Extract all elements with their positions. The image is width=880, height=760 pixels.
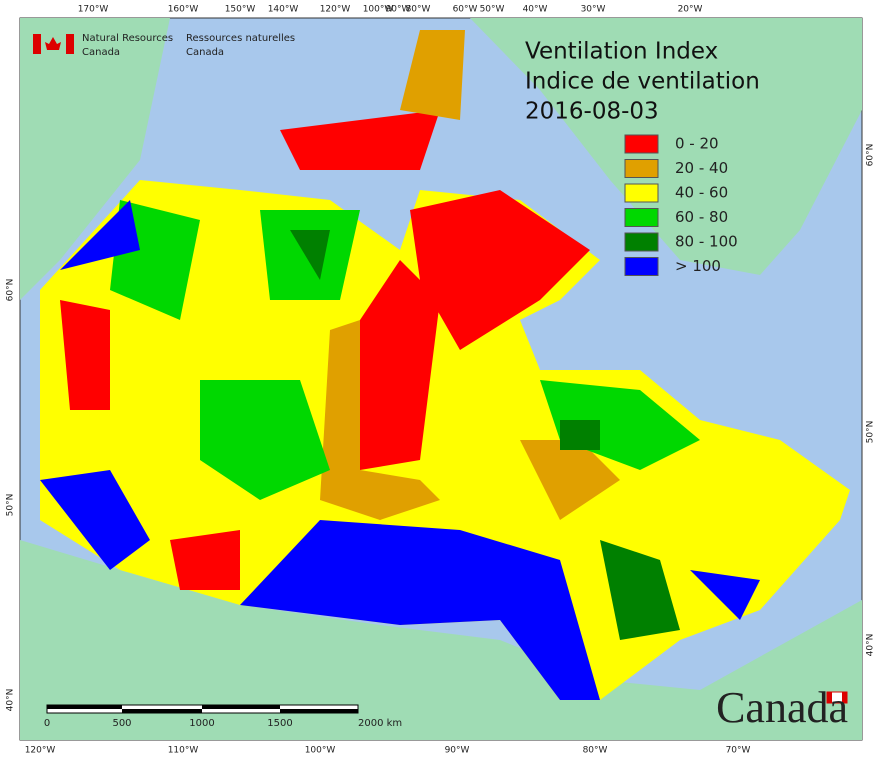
graticule-bottom: 90°W	[445, 746, 470, 756]
agency-fr: Canada	[186, 47, 224, 58]
title-line: 2016-08-03	[525, 99, 659, 125]
graticule-top: 20°W	[678, 5, 703, 15]
graticule-top: 140°W	[268, 5, 299, 15]
graticule-bottom: 70°W	[726, 746, 751, 756]
title-line: Ventilation Index	[525, 39, 718, 65]
scale-label: 2000 km	[358, 718, 402, 729]
graticule-top: 60°W	[453, 5, 478, 15]
title-line: Indice de ventilation	[525, 69, 760, 95]
legend-swatch	[624, 257, 659, 276]
scale-seg	[122, 709, 202, 713]
graticule-top: 150°W	[225, 5, 256, 15]
flag-bar	[842, 692, 847, 703]
legend: 0 - 20 20 - 40 40 - 60 60 - 80 80 - 100 > 100	[624, 134, 738, 276]
graticule-bottom: 120°W	[25, 746, 56, 756]
alaska	[20, 18, 170, 300]
scale-label: 0	[44, 718, 50, 729]
graticule-bottom: 80°W	[583, 746, 608, 756]
header	[33, 34, 74, 54]
graticule-top: 100°W	[363, 5, 394, 15]
map	[19, 17, 863, 741]
legend-swatch	[624, 183, 659, 203]
scale-label: 1500	[267, 718, 292, 729]
flag-bar	[66, 34, 74, 54]
zone-over-100	[40, 200, 760, 700]
agency-en: Natural Resources	[82, 33, 173, 44]
agency-en: Canada	[82, 47, 120, 58]
scale-seg	[47, 705, 122, 709]
west-0-20	[60, 300, 240, 590]
scale-seg	[202, 705, 280, 709]
legend-label: 20 - 40	[675, 159, 728, 177]
graticule-top: 80°W	[406, 5, 431, 15]
graticule-top: 40°W	[523, 5, 548, 15]
agency-fr: Ressources naturelles	[186, 33, 295, 44]
graticule-top: 160°W	[168, 5, 199, 15]
graticule-right: 60°N	[866, 144, 876, 167]
flag-bar	[827, 692, 832, 703]
graticule-left: 60°N	[6, 279, 16, 302]
legend-swatch	[624, 134, 659, 154]
arctic-0-20	[280, 110, 590, 470]
scale-label: 500	[112, 718, 131, 729]
scale-label: 1000	[189, 718, 214, 729]
graticule-top: 90°W	[386, 5, 411, 15]
legend-label: 0 - 20	[675, 135, 719, 153]
wordmark-flag	[826, 691, 848, 704]
graticule-right: 40°N	[866, 634, 876, 657]
graticule-right: 50°N	[866, 421, 876, 444]
usa	[20, 540, 862, 740]
flag-leaf	[45, 37, 61, 50]
graticule-left: 40°N	[6, 689, 16, 712]
legend-label: > 100	[675, 257, 721, 275]
legend-label: 60 - 80	[675, 208, 728, 226]
graticule-top: 30°W	[581, 5, 606, 15]
graticule-top: 170°W	[78, 5, 109, 15]
zone-20-40	[320, 30, 620, 520]
graticule-bottom: 110°W	[168, 746, 199, 756]
zone-80-100	[290, 230, 680, 640]
legend-swatch	[624, 232, 659, 252]
legend-swatch	[624, 159, 659, 178]
graticule-top: 120°W	[320, 5, 351, 15]
graticule-top: 50°W	[480, 5, 505, 15]
flag-bar	[33, 34, 41, 54]
graticule-left: 50°N	[6, 494, 16, 517]
wordmark: Canada	[716, 683, 848, 732]
graticule-bottom: 100°W	[305, 746, 336, 756]
greenland	[470, 18, 862, 275]
legend-label: 40 - 60	[675, 184, 728, 202]
scale-seg	[280, 709, 358, 713]
zone-60-80	[110, 200, 700, 500]
scale-bar	[46, 704, 359, 714]
legend-label: 80 - 100	[675, 233, 738, 251]
legend-swatch	[624, 208, 659, 227]
